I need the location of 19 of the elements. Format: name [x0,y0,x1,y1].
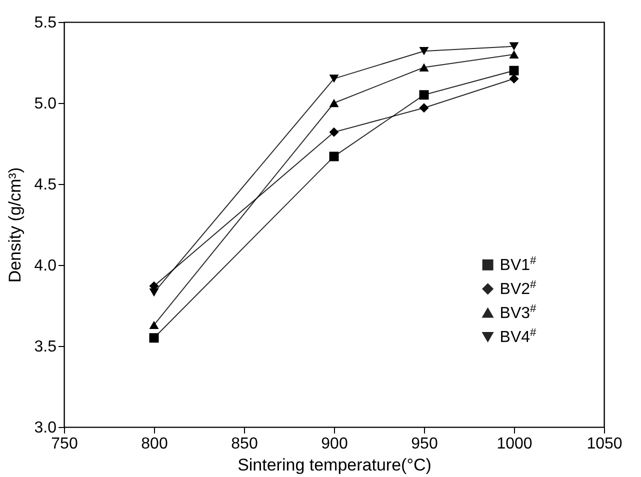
x-tick-label: 1000 [496,436,532,452]
legend-label: BV3$^{#}$ [500,302,538,322]
y-tick-label: 5.5 [34,14,57,32]
y-tick-label: 4.0 [34,258,57,274]
y-axis-title: Density (g/cm³) [5,167,24,283]
x-tick-label: 900 [321,436,348,452]
x-tick-label: 750 [51,436,78,452]
y-tick-label: 4.5 [34,176,57,194]
legend-label: BV2$^{#}$ [500,278,538,298]
x-axis-title: Sintering temperature(°C) [238,456,432,474]
y-tick-label: 5.0 [34,96,57,112]
x-tick-label: 950 [411,436,438,452]
legend-label: BV1$^{#}$ [500,254,538,274]
legend-label: BV4$^{#}$ [500,326,538,346]
y-tick-label: 3.0 [34,420,57,436]
x-tick-label: 1050 [586,436,622,452]
x-tick-label: 850 [231,436,258,452]
y-tick-label: 3.5 [34,338,57,356]
x-tick-label: 800 [141,436,168,452]
